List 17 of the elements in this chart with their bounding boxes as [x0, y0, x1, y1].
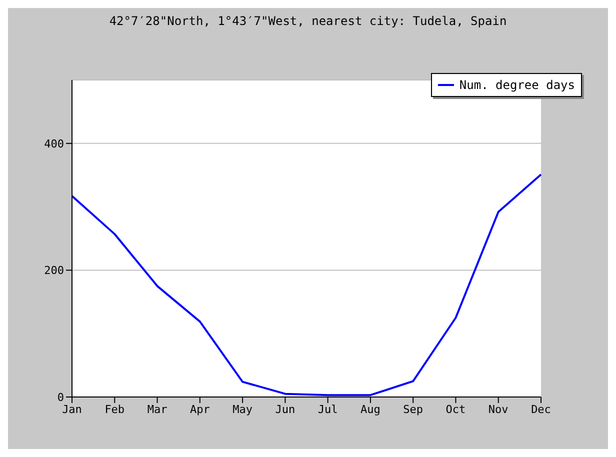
x-tick-label: Oct	[446, 402, 466, 416]
x-tick-label: Nov	[488, 402, 509, 416]
y-tick-label: 200	[44, 264, 64, 278]
legend-label: Num. degree days	[459, 78, 575, 92]
x-tick-label: Feb	[104, 402, 125, 416]
x-tick-label: Apr	[190, 402, 210, 416]
x-tick-label: Aug	[360, 402, 380, 416]
x-tick-label: Jul	[318, 402, 338, 416]
x-tick-label: Jun	[275, 402, 296, 416]
x-tick-label: May	[232, 402, 253, 416]
chart-title: 42°7′28"North, 1°43′7"West, nearest city: Tudela, Spain	[108, 14, 508, 28]
x-tick-label: Jan	[62, 402, 82, 416]
x-tick-label: Mar	[147, 402, 168, 416]
x-tick-label: Sep	[403, 402, 424, 416]
y-tick-label: 0	[57, 390, 64, 404]
x-tick-label: Dec	[531, 402, 551, 416]
y-tick-label: 400	[44, 137, 64, 150]
